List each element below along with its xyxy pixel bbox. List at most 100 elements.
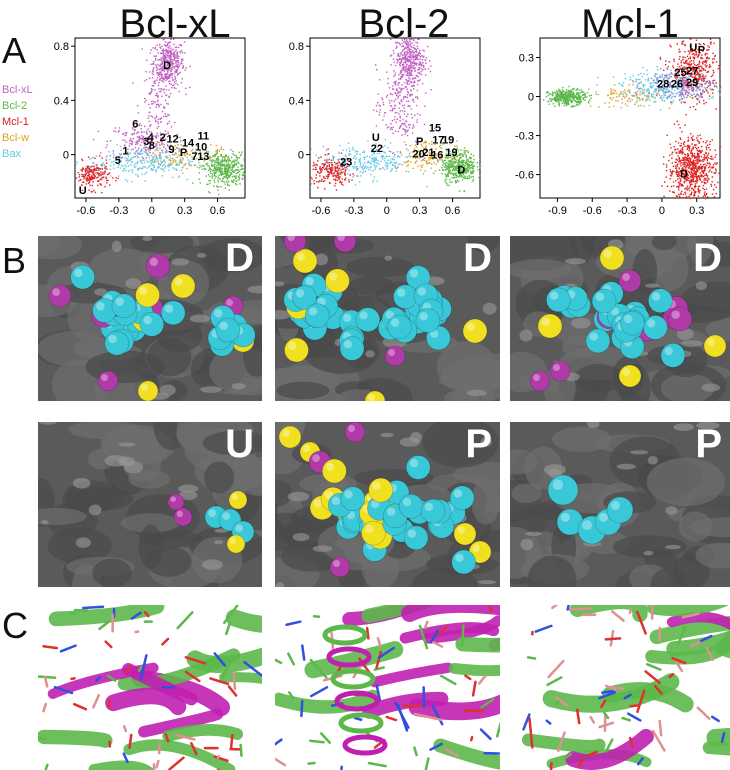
scatter-dot bbox=[419, 53, 421, 55]
scatter-dot bbox=[172, 84, 174, 87]
scatter-dot bbox=[709, 149, 711, 151]
scatter-dot bbox=[696, 160, 698, 163]
scatter-dot bbox=[448, 171, 450, 173]
scatter-dot bbox=[167, 75, 169, 78]
scatter-dot bbox=[597, 93, 599, 96]
scatter-dot bbox=[235, 177, 238, 179]
scatter-dot bbox=[456, 179, 459, 182]
point-label: 20 bbox=[412, 148, 424, 160]
scatter-dot bbox=[164, 52, 167, 54]
scatter-dot bbox=[406, 156, 409, 158]
scatter-dot bbox=[452, 154, 455, 156]
scatter-dot bbox=[690, 187, 693, 190]
scatter-dot bbox=[171, 67, 173, 69]
scatter-dot bbox=[406, 41, 408, 44]
scatter-dot bbox=[318, 166, 321, 168]
scatter-dot bbox=[171, 49, 173, 51]
scatter-dot bbox=[686, 69, 688, 71]
scatter-dot bbox=[470, 153, 473, 155]
scatter-dot bbox=[144, 97, 146, 100]
scatter-dot bbox=[718, 172, 720, 174]
scatter-dot bbox=[407, 161, 409, 163]
scatter-dot bbox=[696, 153, 699, 156]
scatter-dot bbox=[202, 164, 204, 167]
scatter-dot bbox=[704, 178, 707, 181]
scatter-dot bbox=[400, 53, 402, 55]
scatter-dot bbox=[670, 175, 673, 177]
scatter-dot bbox=[678, 173, 680, 176]
scatter-dot bbox=[337, 158, 339, 161]
scatter-dot bbox=[221, 170, 224, 173]
scatter-dot bbox=[405, 144, 407, 146]
scatter-dot bbox=[569, 94, 571, 96]
scatter-dot bbox=[691, 97, 694, 99]
scatter-dot bbox=[422, 62, 424, 64]
scatter-dot bbox=[698, 155, 701, 157]
scatter-dot bbox=[705, 142, 707, 144]
scatter-dot bbox=[328, 161, 331, 164]
scatter-dot bbox=[207, 174, 210, 176]
scatter-dot bbox=[621, 98, 623, 100]
scatter-dot bbox=[686, 172, 688, 174]
scatter-dot bbox=[345, 149, 348, 151]
scatter-dot bbox=[180, 60, 183, 63]
scatter-dot bbox=[134, 152, 137, 155]
scatter-dot bbox=[696, 168, 698, 170]
scatter-dot bbox=[191, 158, 194, 161]
scatter-dot bbox=[636, 97, 639, 100]
scatter-dot bbox=[195, 145, 198, 147]
scatter-dot bbox=[136, 150, 138, 152]
scatter-dot bbox=[156, 157, 158, 159]
scatter-dot bbox=[219, 166, 222, 169]
scatter-dot bbox=[692, 166, 694, 168]
scatter-dot bbox=[341, 168, 343, 171]
scatter-dot bbox=[449, 150, 451, 152]
scatter-dot bbox=[707, 70, 709, 73]
scatter-dot bbox=[165, 89, 168, 91]
scatter-dot bbox=[86, 167, 88, 170]
scatter-dot bbox=[471, 171, 473, 173]
scatter-dot bbox=[161, 67, 164, 70]
scatter-dot bbox=[678, 159, 681, 162]
scatter-dot bbox=[680, 64, 683, 67]
scatter-dot bbox=[423, 123, 426, 126]
scatter-dot bbox=[177, 84, 179, 86]
scatter-dot bbox=[445, 175, 448, 178]
scatter-dot bbox=[701, 150, 704, 152]
scatter-dot bbox=[412, 55, 415, 57]
scatter-dot bbox=[165, 73, 167, 76]
scatter-dot bbox=[433, 127, 436, 129]
scatter-dot bbox=[405, 54, 407, 57]
scatter-dot bbox=[120, 153, 122, 155]
scatter-dot bbox=[96, 177, 98, 179]
scatter-dot bbox=[453, 147, 455, 150]
scatter-dot bbox=[463, 176, 465, 179]
scatter-dot bbox=[86, 165, 88, 168]
scatter-dot bbox=[225, 171, 228, 174]
scatter-dot bbox=[311, 178, 313, 180]
scatter-dot bbox=[394, 104, 397, 106]
scatter-dot bbox=[682, 73, 684, 75]
scatter-dot bbox=[683, 176, 685, 179]
scatter-dot bbox=[685, 84, 687, 86]
scatter-dot bbox=[137, 168, 140, 170]
scatter-dot bbox=[568, 96, 571, 99]
scatter-dot bbox=[160, 72, 162, 74]
scatter-dot bbox=[695, 172, 697, 174]
scatter-dot bbox=[676, 165, 678, 168]
scatter-dot bbox=[97, 180, 99, 182]
scatter-dot bbox=[677, 142, 680, 144]
scatter-dot bbox=[575, 95, 577, 98]
scatter-dot bbox=[164, 138, 167, 140]
scatter-dot bbox=[324, 154, 327, 156]
scatter-dot bbox=[145, 149, 148, 152]
scatter-dot bbox=[174, 56, 176, 58]
scatter-dot bbox=[387, 159, 389, 161]
scatter-dot bbox=[141, 134, 143, 137]
scatter-dot bbox=[441, 160, 444, 162]
scatter-dot bbox=[184, 155, 186, 157]
scatter-dot bbox=[673, 58, 675, 61]
scatter-dot bbox=[694, 67, 697, 69]
scatter-dot bbox=[415, 104, 418, 107]
scatter-dot bbox=[674, 149, 676, 151]
